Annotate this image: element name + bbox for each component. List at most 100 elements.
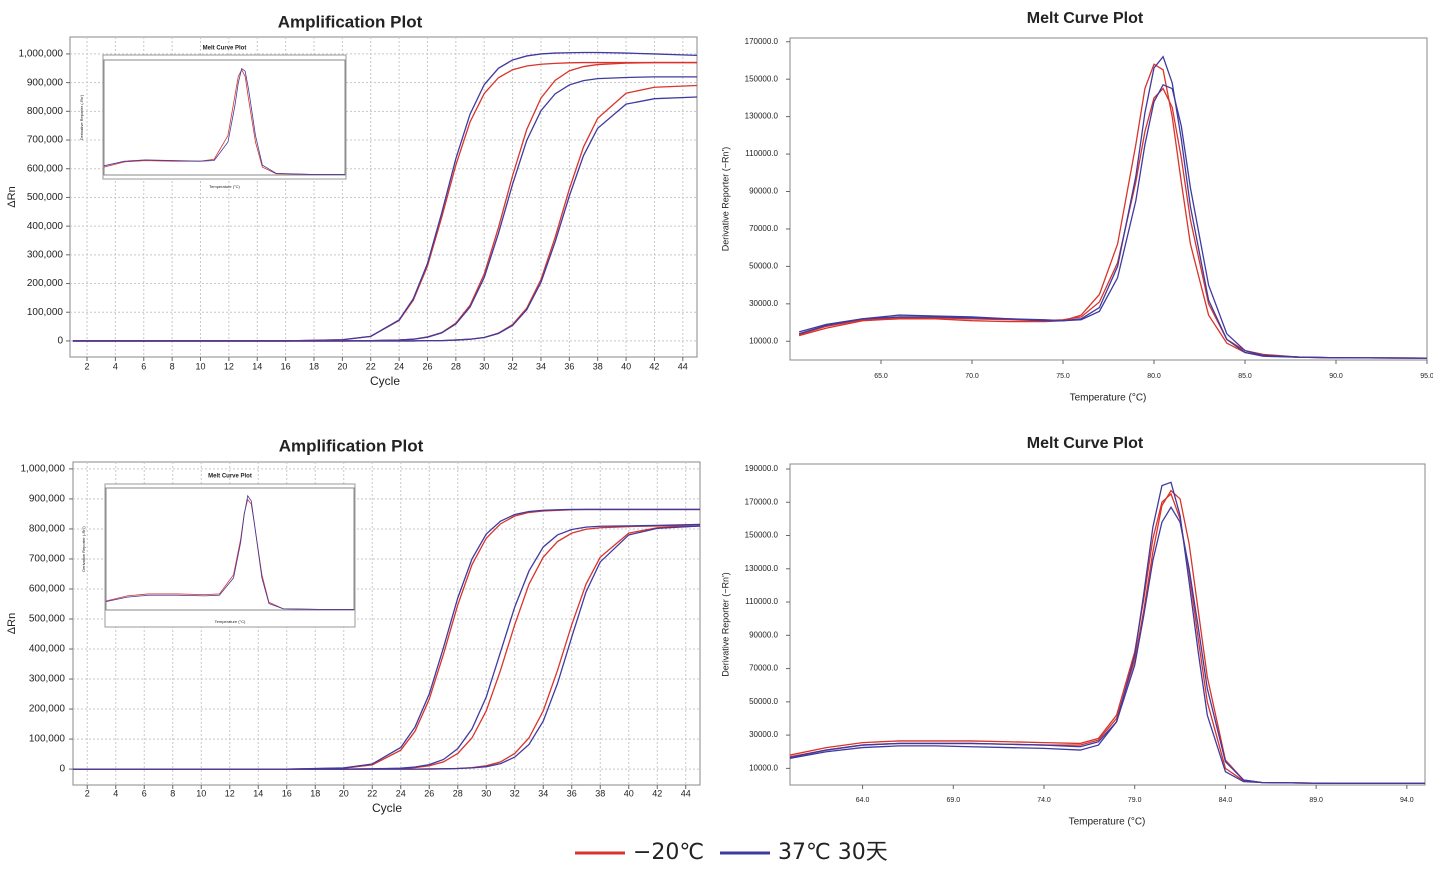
inset-x-label: Temperature (°C) (209, 184, 240, 189)
plot-area (789, 37, 1428, 361)
y-tick-label: 130000.0 (745, 564, 779, 573)
x-tick-label: 28 (451, 361, 461, 371)
x-tick-label: 84.0 (1219, 797, 1233, 804)
x-tick-label: 44 (681, 788, 691, 798)
y-tick-label: 200,000 (29, 704, 66, 715)
x-tick-label: 40 (621, 361, 631, 371)
x-tick-label: 40 (624, 788, 634, 798)
legend-label: −20℃ (633, 840, 704, 865)
y-tick-label: 30000.0 (749, 299, 778, 308)
y-tick-label: 170000.0 (745, 497, 779, 506)
y-tick-label: 400,000 (27, 221, 64, 232)
y-tick-label: 0 (59, 764, 65, 775)
y-tick-label: 100,000 (27, 307, 64, 318)
y-tick-label: 190000.0 (745, 464, 779, 473)
inset-title: Melt Curve Plot (203, 46, 247, 52)
chart-title: Melt Curve Plot (1027, 435, 1144, 452)
y-tick-label: 700,000 (29, 554, 66, 565)
curve (103, 67, 345, 175)
y-tick-label: 600,000 (29, 584, 66, 595)
y-tick-label: 100,000 (29, 734, 66, 745)
x-tick-label: 16 (282, 788, 292, 798)
x-tick-label: 12 (224, 361, 234, 371)
chart-title: Amplification Plot (279, 436, 424, 455)
x-tick-label: 20 (339, 788, 349, 798)
x-tick-label: 26 (424, 788, 434, 798)
x-tick-label: 24 (396, 788, 406, 798)
inset-y-label: Derivative Reporter (-Rn') (79, 94, 84, 140)
y-axis-label: ΔRn (6, 186, 18, 207)
x-tick-label: 4 (113, 361, 118, 371)
y-tick-label: 50000.0 (749, 262, 778, 271)
x-tick-label: 44 (678, 361, 688, 371)
x-tick-label: 32 (508, 361, 518, 371)
x-tick-label: 24 (394, 361, 404, 371)
x-tick-label: 18 (310, 788, 320, 798)
x-tick-label: 42 (649, 361, 659, 371)
x-tick-label: 38 (595, 788, 605, 798)
y-tick-label: 130000.0 (745, 112, 779, 121)
y-axis-label: Derivative Reporter (−Rn') (720, 572, 730, 677)
y-tick-label: 70000.0 (749, 664, 778, 673)
x-tick-label: 70.0 (965, 373, 979, 380)
curve (72, 51, 698, 342)
x-tick-label: 65.0 (874, 373, 888, 380)
y-tick-label: 150000.0 (745, 74, 779, 83)
y-tick-label: 150000.0 (745, 531, 779, 540)
x-tick-label: 75.0 (1056, 373, 1070, 380)
y-tick-label: 500,000 (27, 192, 64, 203)
x-tick-label: 8 (170, 361, 175, 371)
curve (73, 525, 701, 770)
y-tick-label: 400,000 (29, 644, 66, 655)
x-axis-label: Temperature (°C) (1069, 817, 1146, 828)
chart-title: Amplification Plot (278, 12, 423, 31)
x-tick-label: 42 (652, 788, 662, 798)
y-tick-label: 900,000 (27, 77, 64, 88)
x-tick-label: 26 (422, 361, 432, 371)
y-tick-label: 1,000,000 (21, 464, 66, 475)
y-axis-label: ΔRn (6, 613, 18, 634)
x-tick-label: 14 (252, 361, 262, 371)
x-tick-label: 22 (366, 361, 376, 371)
curve (798, 83, 1428, 359)
chart-title: Melt Curve Plot (1027, 10, 1144, 27)
y-axis-label: Derivative Reporter (−Rn') (720, 147, 730, 252)
x-tick-label: 2 (85, 788, 90, 798)
x-axis-label: Temperature (°C) (1070, 393, 1147, 404)
inset-title: Melt Curve Plot (208, 474, 252, 480)
x-tick-label: 22 (367, 788, 377, 798)
x-tick-label: 80.0 (1147, 373, 1161, 380)
x-tick-label: 34 (538, 788, 548, 798)
y-tick-label: 900,000 (29, 494, 66, 505)
y-tick-label: 110000.0 (745, 597, 778, 606)
y-tick-label: 30000.0 (749, 730, 778, 739)
x-tick-label: 69.0 (946, 797, 960, 804)
x-tick-label: 94.0 (1400, 797, 1414, 804)
x-tick-label: 30 (481, 788, 491, 798)
y-tick-label: 800,000 (29, 524, 66, 535)
x-tick-label: 79.0 (1128, 797, 1142, 804)
x-tick-label: 74.0 (1037, 797, 1051, 804)
x-axis-label: Cycle (370, 374, 400, 388)
curve (789, 481, 1425, 784)
curve (72, 96, 698, 342)
y-tick-label: 110000.0 (745, 149, 778, 158)
x-tick-label: 28 (453, 788, 463, 798)
x-tick-label: 38 (593, 361, 603, 371)
curve (73, 508, 700, 770)
x-tick-label: 95.0 (1420, 373, 1433, 380)
x-tick-label: 36 (567, 788, 577, 798)
x-tick-label: 10 (196, 788, 206, 798)
curve (789, 492, 1425, 784)
y-tick-label: 10000.0 (749, 336, 778, 345)
x-tick-label: 18 (309, 361, 319, 371)
y-tick-label: 50000.0 (749, 697, 778, 706)
x-axis-label: Cycle (372, 801, 402, 815)
y-tick-label: 600,000 (27, 163, 64, 174)
x-tick-label: 4 (113, 788, 118, 798)
x-tick-label: 85.0 (1238, 373, 1252, 380)
curve (789, 505, 1425, 784)
y-tick-label: 300,000 (27, 249, 64, 260)
x-tick-label: 6 (141, 361, 146, 371)
curve (105, 494, 354, 610)
